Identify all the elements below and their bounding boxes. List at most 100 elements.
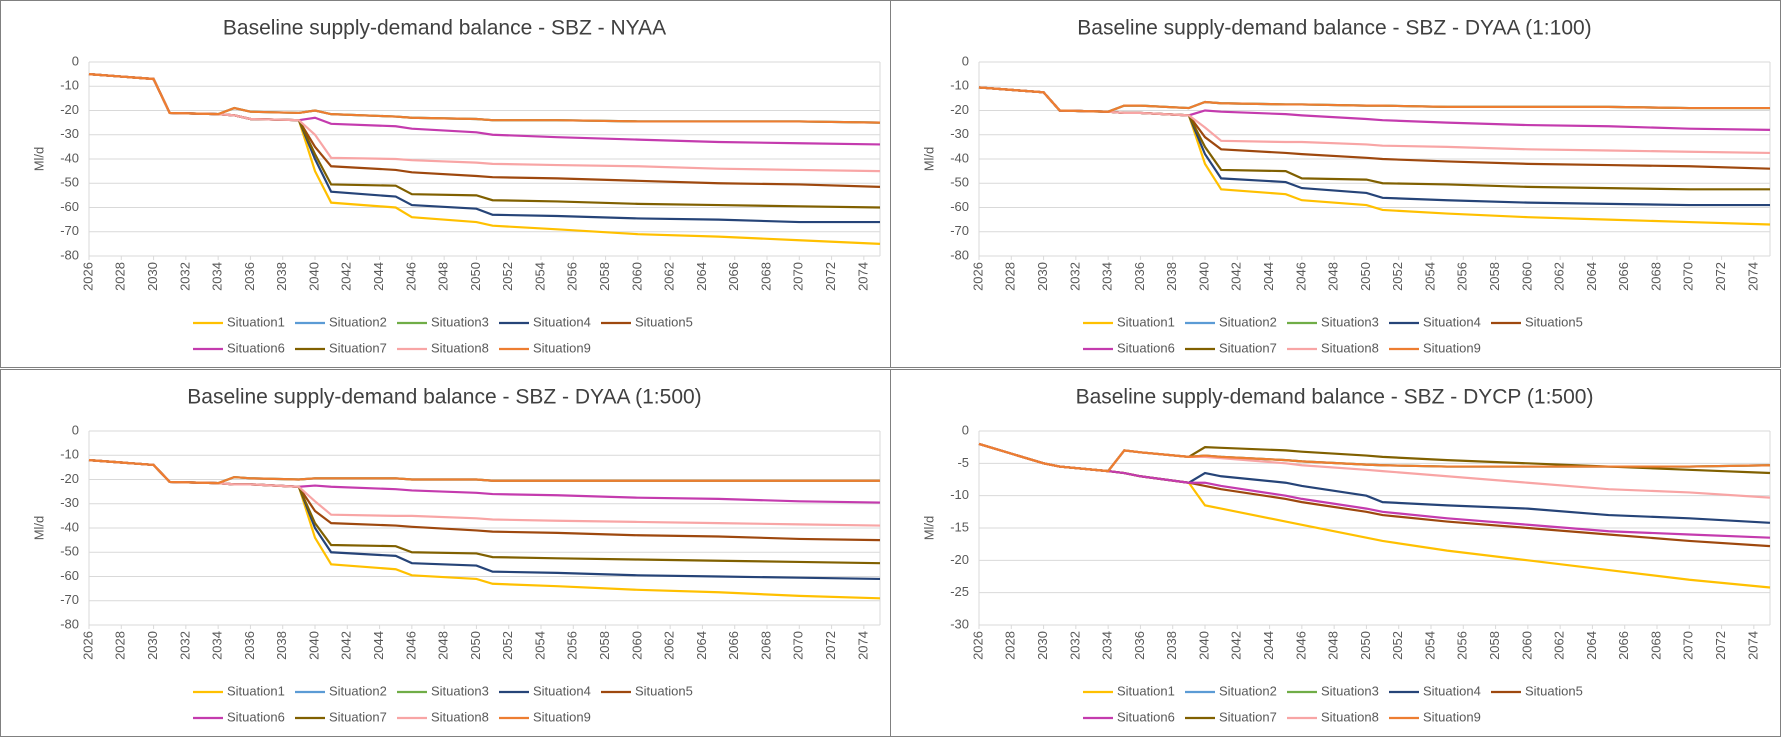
y-axis-label: Ml/d (31, 516, 46, 541)
y-tick-label: 0 (72, 422, 79, 437)
y-tick-label: -70 (950, 223, 969, 238)
x-tick-label: 2062 (662, 262, 677, 291)
y-axis-label: Ml/d (31, 147, 46, 172)
x-tick-label: 2034 (210, 262, 225, 291)
y-tick-label: -30 (950, 126, 969, 141)
legend-label: Situation9 (533, 340, 591, 355)
panel-border (890, 0, 1781, 368)
series-line (88, 459, 880, 485)
legend-label: Situation2 (1219, 314, 1277, 329)
x-tick-label: 2066 (1616, 631, 1631, 660)
chart-title: Baseline supply-demand balance - SBZ - D… (1077, 17, 1591, 40)
x-tick-label: 2034 (210, 631, 225, 660)
x-tick-label: 2052 (1390, 631, 1405, 660)
x-tick-label: 2040 (306, 631, 321, 660)
legend-label: Situation5 (1525, 683, 1583, 698)
x-tick-label: 2064 (1584, 262, 1599, 291)
legend-label: Situation7 (1219, 340, 1277, 355)
series-line (978, 86, 1770, 191)
x-tick-label: 2028 (1003, 262, 1018, 291)
chart-title: Baseline supply-demand balance - SBZ - D… (187, 386, 701, 409)
legend-label: Situation1 (227, 683, 285, 698)
y-tick-label: -80 (950, 247, 969, 262)
y-tick-label: 0 (962, 53, 969, 68)
y-tick-label: -60 (60, 199, 79, 214)
legend-label: Situation7 (1219, 709, 1277, 724)
x-tick-label: 2060 (629, 262, 644, 291)
x-tick-label: 2066 (726, 262, 741, 291)
x-tick-label: 2072 (823, 262, 838, 291)
legend-label: Situation4 (533, 683, 591, 698)
y-tick-label: 0 (72, 53, 79, 68)
x-tick-label: 2040 (306, 262, 321, 291)
x-tick-label: 2036 (1132, 262, 1147, 291)
legend-label: Situation5 (635, 683, 693, 698)
x-tick-label: 2058 (1487, 262, 1502, 291)
y-tick-label: -30 (60, 126, 79, 141)
legend-label: Situation8 (431, 340, 489, 355)
chart-panel: Baseline supply-demand balance - SBZ - N… (0, 0, 891, 368)
x-tick-label: 2044 (371, 262, 386, 291)
y-tick-label: -50 (950, 175, 969, 190)
x-tick-label: 2070 (1681, 262, 1696, 291)
y-tick-label: -50 (60, 175, 79, 190)
legend-label: Situation8 (431, 709, 489, 724)
chart-title: Baseline supply-demand balance - SBZ - D… (1076, 386, 1594, 409)
series-line (88, 73, 881, 209)
series-line (88, 459, 881, 565)
x-tick-label: 2030 (1035, 262, 1050, 291)
legend-label: Situation8 (1321, 709, 1379, 724)
x-tick-label: 2048 (436, 631, 451, 660)
x-tick-label: 2072 (823, 631, 838, 660)
x-tick-label: 2074 (1745, 262, 1760, 291)
x-tick-label: 2054 (1422, 631, 1437, 660)
x-tick-label: 2036 (242, 262, 257, 291)
series-line (88, 73, 881, 124)
x-tick-label: 2038 (1164, 262, 1179, 291)
x-tick-label: 2052 (500, 262, 515, 291)
x-tick-label: 2042 (339, 262, 354, 291)
x-tick-label: 2072 (1713, 631, 1728, 660)
x-tick-label: 2046 (403, 631, 418, 660)
x-tick-label: 2060 (1519, 262, 1534, 291)
series-line (88, 73, 881, 146)
y-tick-label: -5 (957, 455, 969, 470)
x-tick-label: 2042 (1229, 262, 1244, 291)
x-tick-label: 2028 (113, 631, 128, 660)
legend-label: Situation2 (329, 683, 387, 698)
series-line (978, 442, 1771, 548)
legend-label: Situation4 (533, 314, 591, 329)
series-line (88, 73, 881, 124)
x-tick-label: 2052 (500, 631, 515, 660)
chart-title: Baseline supply-demand balance - SBZ - N… (223, 17, 666, 40)
x-tick-label: 2042 (1229, 631, 1244, 660)
y-tick-label: -25 (950, 584, 969, 599)
y-tick-label: -20 (950, 102, 969, 117)
legend-label: Situation7 (329, 709, 387, 724)
x-tick-label: 2050 (468, 262, 483, 291)
legend-label: Situation1 (1117, 314, 1175, 329)
x-tick-label: 2054 (532, 631, 547, 660)
y-tick-label: -70 (60, 223, 79, 238)
y-tick-label: -80 (60, 616, 79, 631)
x-tick-label: 2056 (565, 262, 580, 291)
y-tick-label: -10 (950, 487, 969, 502)
legend-label: Situation2 (1219, 683, 1277, 698)
legend-label: Situation1 (1117, 683, 1175, 698)
x-tick-label: 2040 (1196, 262, 1211, 291)
chart-panel: Baseline supply-demand balance - SBZ - D… (890, 369, 1781, 737)
legend-label: Situation6 (1117, 340, 1175, 355)
x-tick-label: 2054 (532, 262, 547, 291)
chart-panel: Baseline supply-demand balance - SBZ - D… (890, 0, 1781, 368)
y-tick-label: -20 (950, 552, 969, 567)
x-tick-label: 2068 (1648, 262, 1663, 291)
y-axis-label: Ml/d (921, 147, 936, 172)
legend-label: Situation9 (1423, 709, 1481, 724)
series-line (978, 442, 1771, 473)
x-tick-label: 2032 (177, 631, 192, 660)
y-tick-label: -10 (950, 78, 969, 93)
legend-label: Situation7 (329, 340, 387, 355)
y-tick-label: -30 (60, 495, 79, 510)
x-tick-label: 2058 (1487, 631, 1502, 660)
x-tick-label: 2056 (565, 631, 580, 660)
